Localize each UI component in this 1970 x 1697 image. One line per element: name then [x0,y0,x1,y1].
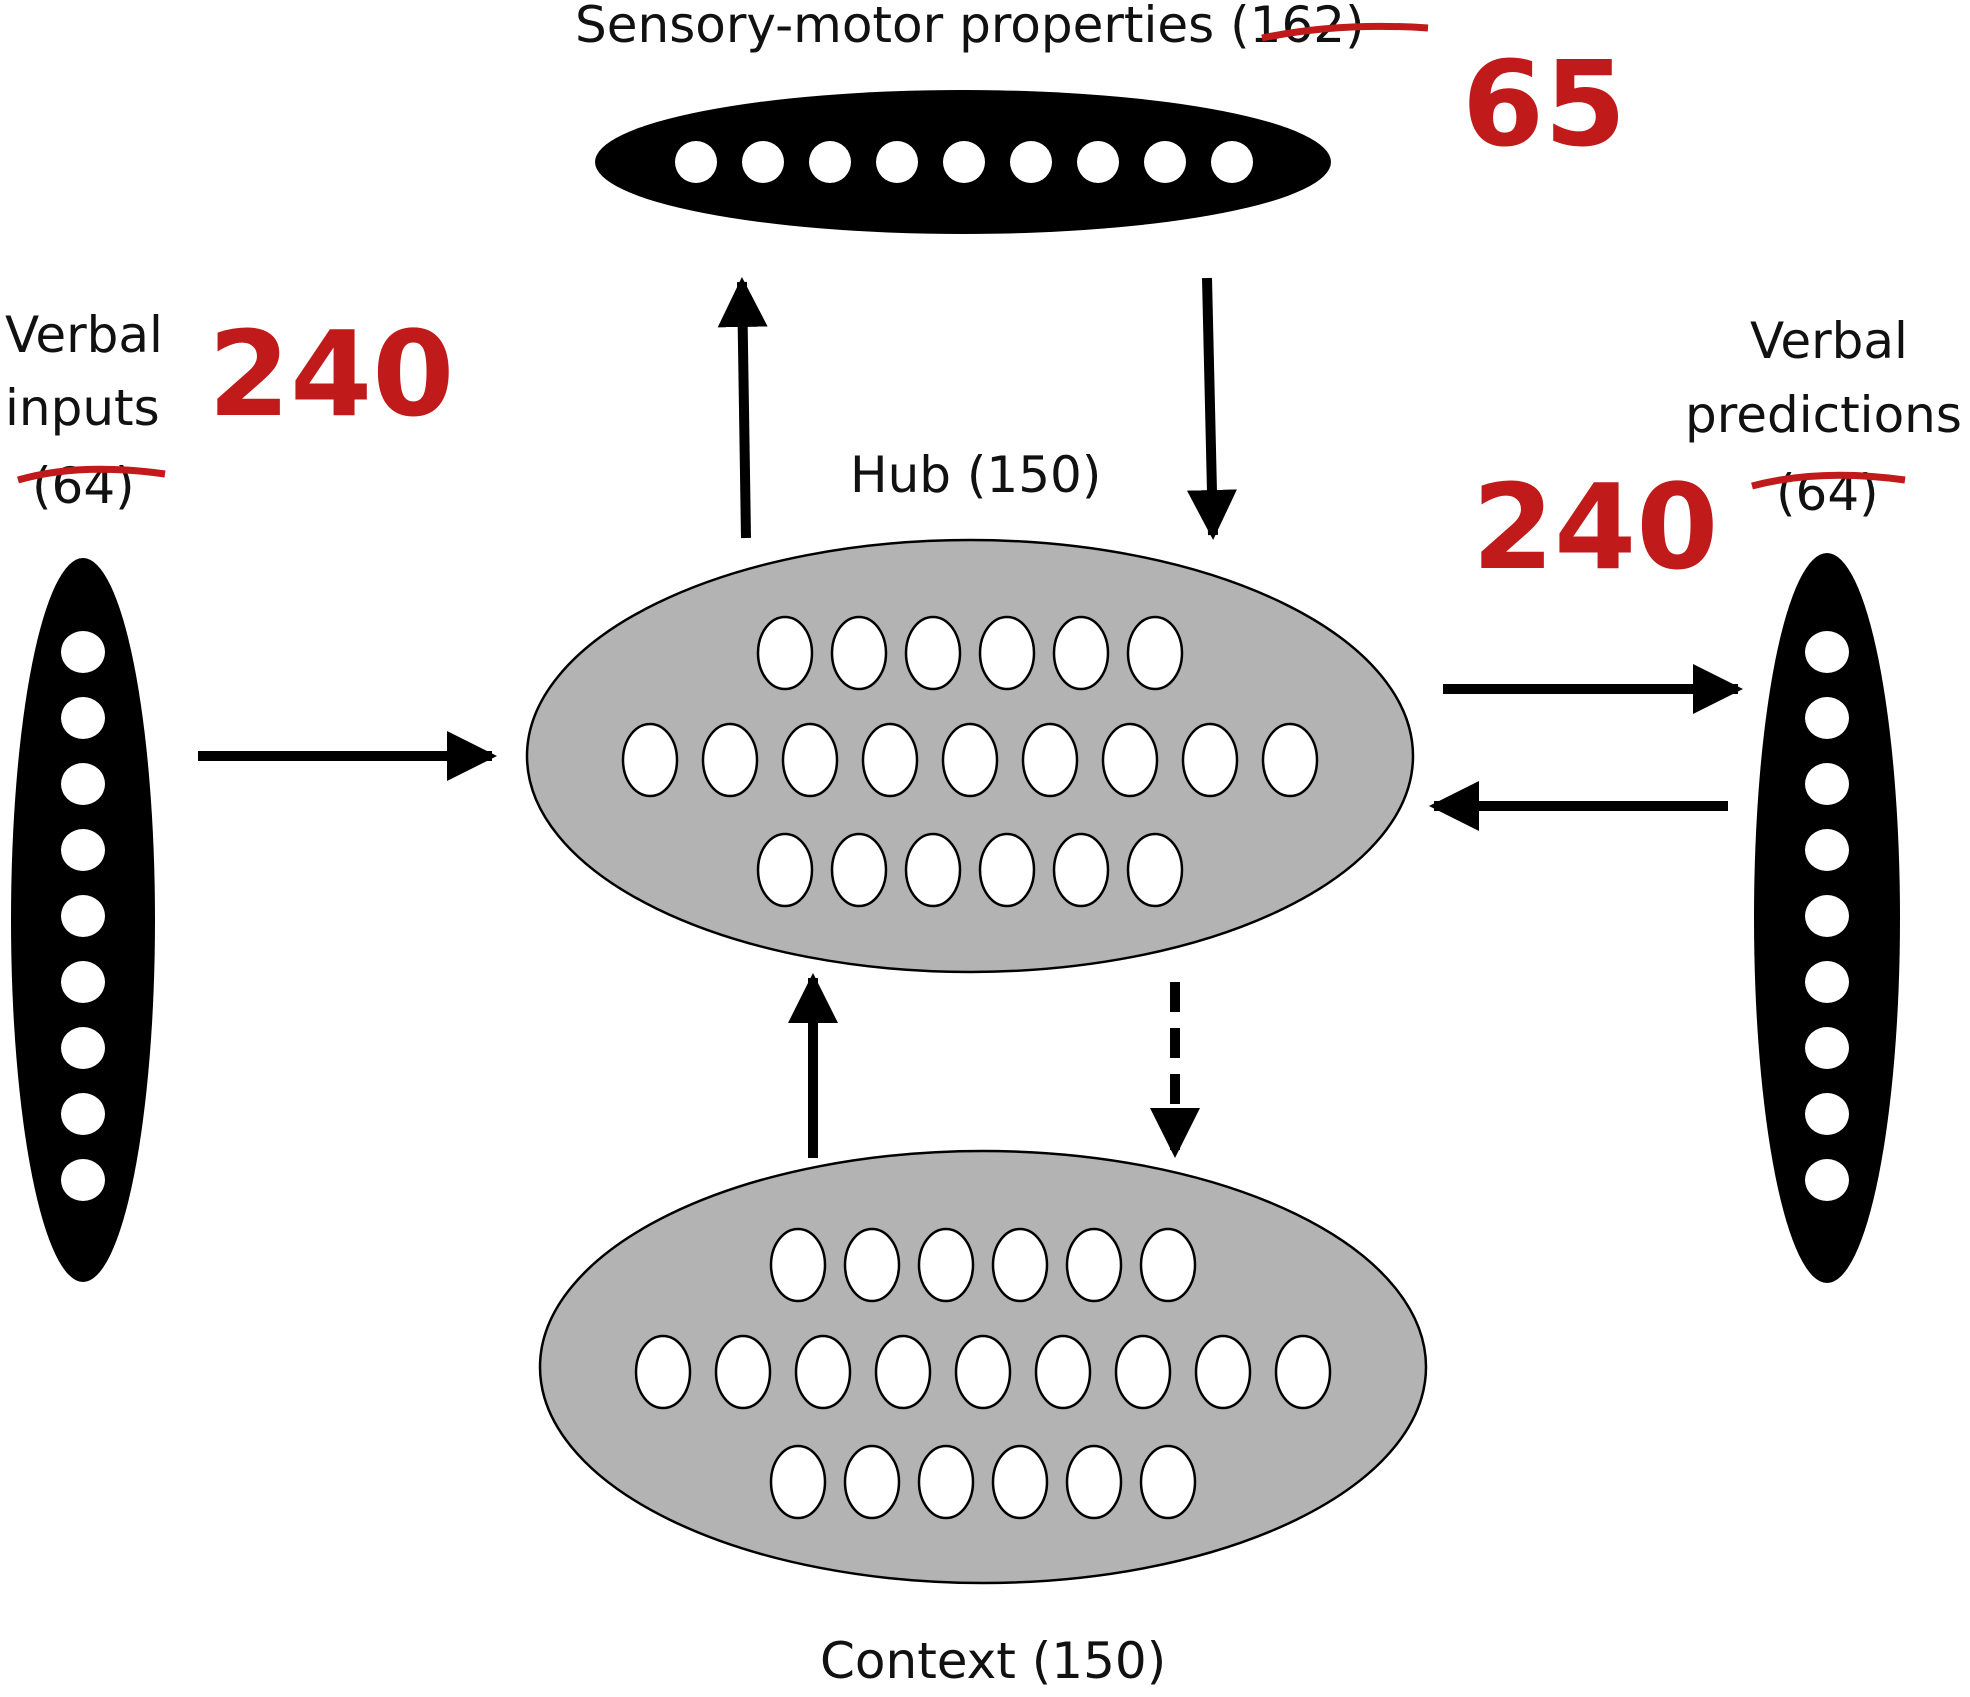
sensory-unit [1077,141,1119,183]
verbal-inputs-new-count: 240 [208,305,454,443]
verbal-predictions-strike [1751,471,1906,490]
context-unit [714,1334,772,1410]
sensory-motor-label: Sensory-motor properties (162) [575,0,1365,54]
verbal-prediction-unit [1805,1093,1849,1135]
context-unit [843,1444,901,1520]
verbal-prediction-unit [1805,631,1849,673]
hub-unit [756,615,814,691]
context-unit [1194,1334,1252,1410]
hub-unit [1101,722,1159,798]
context-unit [991,1227,1049,1303]
sensory-unit [742,141,784,183]
sensory-motor-layer [595,90,1331,234]
hub-unit [781,722,839,798]
sensory-unit [1211,141,1253,183]
hub-unit [978,832,1036,908]
hub-unit [904,832,962,908]
hub-unit [1021,722,1079,798]
hub-unit [621,722,679,798]
verbal-prediction-unit [1805,1027,1849,1069]
context-unit [634,1334,692,1410]
sensory-unit [1144,141,1186,183]
context-unit [917,1444,975,1520]
hub-unit [978,615,1036,691]
verbal-prediction-unit [1805,763,1849,805]
verbal-prediction-unit [1805,829,1849,871]
arrow-hub-to-sensory [717,277,768,539]
context-unit [1139,1227,1197,1303]
verbal-inputs-units [61,631,105,1201]
hub-unit [1261,722,1319,798]
context-unit [843,1227,901,1303]
verbal-input-unit [61,895,105,937]
context-layer [538,1149,1428,1585]
context-unit [1139,1444,1197,1520]
verbal-predictions-new-count: 240 [1472,458,1718,596]
context-unit [917,1227,975,1303]
verbal-input-unit [61,1093,105,1135]
sensory-unit [1010,141,1052,183]
hub-unit [1052,615,1110,691]
hub-unit [830,615,888,691]
verbal-input-unit [61,697,105,739]
arrow-sensory-to-hub [1186,277,1237,540]
hub-units [621,615,1319,908]
verbal-input-unit [61,961,105,1003]
context-units [634,1227,1332,1520]
verbal-input-unit [61,631,105,673]
context-unit [794,1334,852,1410]
context-unit [769,1227,827,1303]
context-unit [1274,1334,1332,1410]
context-unit [1034,1334,1092,1410]
verbal-input-unit [61,1159,105,1201]
hub-unit [1052,832,1110,908]
sensory-unit [876,141,918,183]
verbal-input-unit [61,763,105,805]
verbal-predictions-layer [1754,553,1900,1283]
sensory-new-count: 65 [1462,35,1626,173]
verbal-input-unit [61,829,105,871]
verbal-predictions-units [1805,631,1849,1201]
hub-unit [1126,615,1184,691]
context-unit [769,1444,827,1520]
hub-unit [1181,722,1239,798]
hub-unit [861,722,919,798]
context-unit [991,1444,1049,1520]
verbal-inputs-label-2: inputs [5,379,160,437]
verbal-inputs-strike [17,465,166,484]
verbal-prediction-unit [1805,697,1849,739]
verbal-inputs-old-count: (64) [32,457,135,515]
context-unit [954,1334,1012,1410]
context-unit [1065,1444,1123,1520]
verbal-prediction-unit [1805,1159,1849,1201]
hub-layer [525,538,1415,974]
context-unit [1065,1227,1123,1303]
connections [198,277,1743,1158]
sensory-unit [943,141,985,183]
verbal-prediction-unit [1805,961,1849,1003]
verbal-predictions-label-2: predictions [1685,386,1962,444]
verbal-inputs-layer [11,558,155,1282]
sensory-unit [675,141,717,183]
verbal-inputs-label-1: Verbal [5,306,163,364]
verbal-predictions-label-1: Verbal [1750,312,1908,370]
hub-unit [701,722,759,798]
context-unit [1114,1334,1172,1410]
hub-unit [904,615,962,691]
verbal-prediction-unit [1805,895,1849,937]
hub-unit [1126,832,1184,908]
sensory-unit [809,141,851,183]
sensory-motor-label-prefix: Sensory-motor properties [575,0,1230,54]
hub-unit [830,832,888,908]
verbal-input-unit [61,1027,105,1069]
hub-unit [941,722,999,798]
sensory-motor-units [675,141,1253,183]
context-label: Context (150) [820,1632,1166,1690]
sensory-strike [1261,22,1429,42]
hub-label: Hub (150) [850,446,1101,504]
hub-unit [756,832,814,908]
context-unit [874,1334,932,1410]
